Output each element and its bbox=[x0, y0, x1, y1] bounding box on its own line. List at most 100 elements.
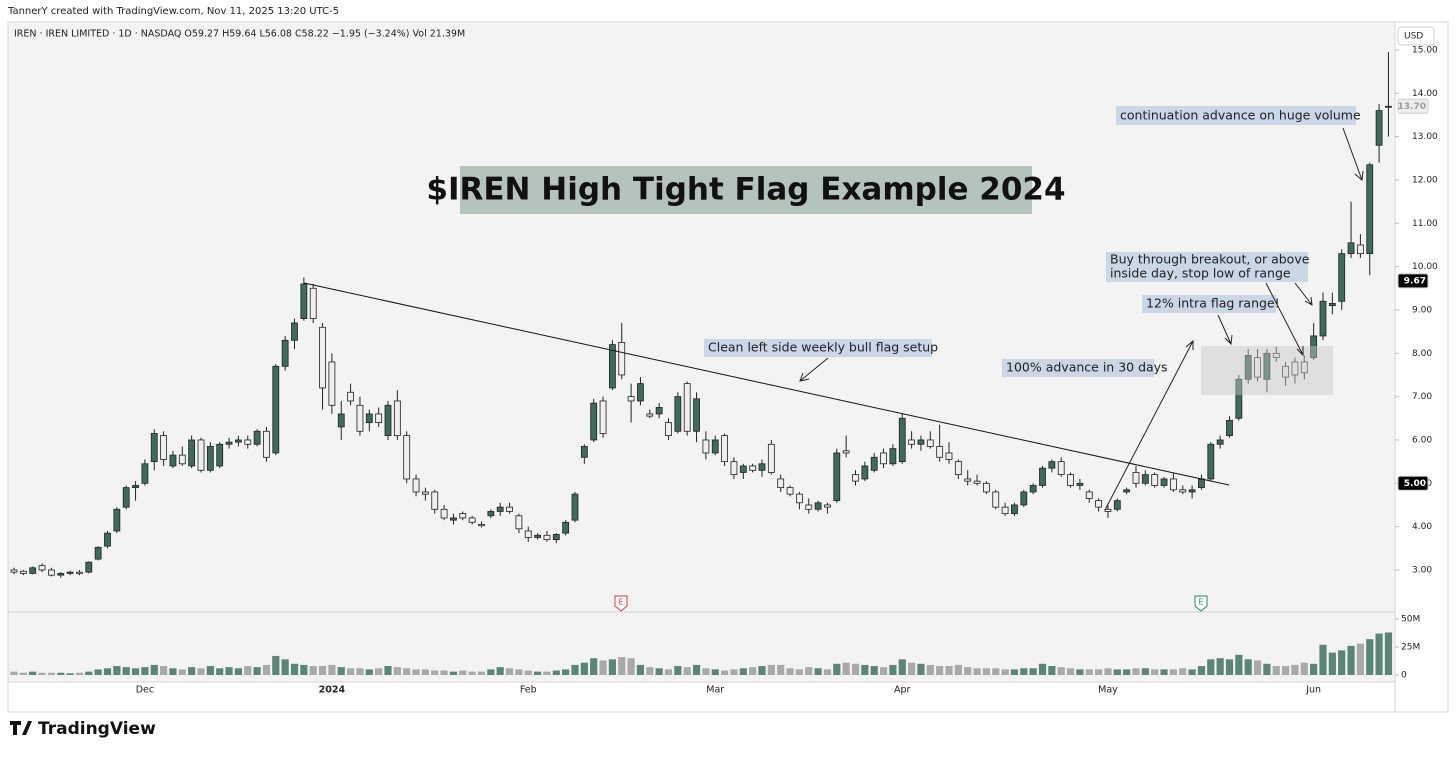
volume-bar bbox=[1375, 633, 1383, 675]
volume-bar bbox=[1076, 669, 1084, 675]
candle-body bbox=[954, 461, 962, 476]
candle-body bbox=[38, 565, 46, 571]
volume-bar bbox=[1263, 663, 1271, 675]
volume-bar bbox=[468, 671, 476, 675]
y-tick-label: 11.00 bbox=[1412, 219, 1438, 229]
candle-body bbox=[590, 402, 598, 441]
candle-body bbox=[665, 422, 672, 437]
candle-body bbox=[964, 478, 972, 482]
volume-bar bbox=[131, 668, 140, 675]
candle-body bbox=[571, 493, 579, 521]
volume-bar bbox=[309, 666, 317, 675]
candle-body bbox=[730, 461, 738, 476]
candle-body bbox=[113, 508, 121, 532]
volume-bar bbox=[945, 666, 953, 675]
volume-bar bbox=[618, 657, 626, 675]
candle-body bbox=[1300, 361, 1308, 374]
volume-bar bbox=[440, 670, 448, 675]
trend-line bbox=[303, 282, 1230, 486]
note: continuation advance on huge volume bbox=[1120, 108, 1361, 123]
volume-bar bbox=[234, 668, 242, 675]
price-tag bbox=[1397, 475, 1429, 491]
candle-body bbox=[1235, 378, 1243, 419]
price-tag bbox=[1397, 98, 1429, 114]
title-box bbox=[460, 166, 1032, 214]
volume-bar bbox=[711, 669, 719, 675]
arrow bbox=[1342, 127, 1364, 181]
x-tick-label: 2024 bbox=[319, 685, 346, 696]
volume-bar bbox=[973, 668, 981, 675]
volume-bar bbox=[1029, 668, 1037, 675]
candle-body bbox=[1179, 489, 1187, 493]
candle-body bbox=[1319, 300, 1327, 337]
x-tick-label: Jun bbox=[1305, 685, 1321, 696]
volume-bar bbox=[926, 664, 934, 675]
candle-body bbox=[300, 283, 308, 320]
y-tick-label: 8.00 bbox=[1412, 349, 1432, 359]
x-tick-label: Feb bbox=[520, 685, 537, 696]
candle-body bbox=[487, 511, 495, 517]
volume-bar bbox=[1356, 643, 1364, 675]
volume-bar bbox=[795, 669, 803, 675]
volume-bar bbox=[879, 667, 888, 675]
volume-bar bbox=[1113, 669, 1121, 675]
candle-body bbox=[1160, 478, 1168, 486]
logo: TradingView bbox=[10, 719, 156, 739]
volume-bar bbox=[281, 659, 289, 675]
candle-body bbox=[814, 502, 822, 510]
candle-body bbox=[478, 524, 485, 527]
volume-bar bbox=[160, 666, 168, 675]
volume-bar bbox=[1310, 663, 1318, 675]
candle-body bbox=[1338, 253, 1346, 302]
volume-bar bbox=[1141, 668, 1149, 675]
candle-body bbox=[908, 439, 915, 445]
volume-bar bbox=[842, 662, 850, 675]
candle-body bbox=[197, 439, 205, 471]
candle-body bbox=[1067, 474, 1074, 486]
price-tag-label: 5.00 bbox=[1404, 479, 1426, 489]
volume-bar bbox=[608, 659, 616, 675]
volume-bar bbox=[580, 662, 588, 675]
volume-tick-label: 0 bbox=[1401, 671, 1407, 681]
volume-bar bbox=[571, 664, 579, 675]
volume-bar bbox=[318, 666, 327, 675]
candle-body bbox=[693, 398, 700, 432]
candle-body bbox=[898, 417, 906, 463]
volume-bar bbox=[431, 670, 439, 675]
volume-bar bbox=[169, 668, 177, 675]
volume-bar bbox=[917, 663, 925, 675]
volume-bar bbox=[197, 668, 205, 675]
candle-body bbox=[1029, 485, 1037, 493]
candle-body bbox=[10, 569, 18, 573]
candle-body bbox=[57, 573, 65, 576]
candle-body bbox=[926, 439, 934, 447]
volume-bar bbox=[889, 664, 897, 675]
candle-body bbox=[786, 487, 794, 495]
candle-body bbox=[1328, 303, 1336, 307]
price-tag-label: 13.70 bbox=[1398, 102, 1426, 112]
candle-body bbox=[599, 400, 607, 434]
candle-body bbox=[263, 430, 270, 458]
candle-body bbox=[1085, 491, 1093, 499]
volume-bar bbox=[1300, 662, 1308, 675]
volume-bar bbox=[1197, 666, 1206, 675]
candle-body bbox=[132, 485, 139, 489]
volume-bar bbox=[505, 668, 514, 675]
candle-body bbox=[1198, 478, 1205, 489]
candle-body bbox=[524, 530, 532, 538]
volume-bar bbox=[646, 667, 654, 675]
volume-bar bbox=[1291, 664, 1299, 675]
price-tag bbox=[1397, 273, 1429, 289]
candle-body bbox=[1020, 491, 1028, 506]
price-tag-label: 9.67 bbox=[1404, 276, 1426, 286]
candle-body bbox=[1039, 467, 1046, 486]
volume-bar bbox=[272, 655, 280, 675]
candle-body bbox=[777, 478, 785, 489]
candle-body bbox=[365, 413, 373, 424]
x-tick-label: Apr bbox=[894, 685, 911, 696]
candle-body bbox=[225, 441, 233, 445]
volume-bar bbox=[496, 667, 504, 675]
volume-bar bbox=[216, 668, 224, 675]
volume-bar bbox=[1048, 666, 1056, 675]
candle-body bbox=[150, 433, 158, 463]
